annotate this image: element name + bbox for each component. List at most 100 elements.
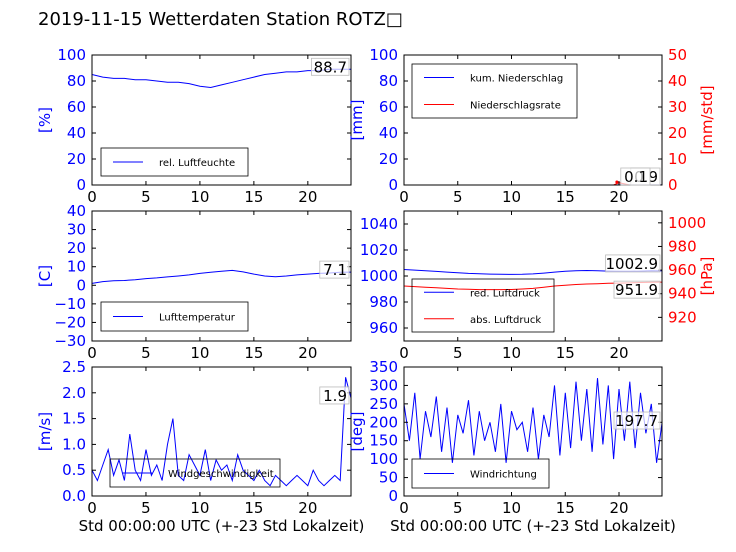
legend-box	[411, 458, 550, 489]
series-line-rel-luftfeuchte	[91, 68, 351, 89]
y2-tick-label: 40	[668, 72, 687, 90]
rain-rate-marker	[615, 180, 619, 184]
panel-top-left: 0 5 10 15 20 0 20 40 60 80 100 [%] rel. Luftfeuchte 8…	[36, 46, 352, 206]
last-value-label: 197.7	[615, 412, 658, 430]
x-tick-label: 10	[190, 499, 209, 517]
x-tick-label: 20	[609, 344, 628, 362]
last-value-label-box	[319, 386, 350, 405]
y-tick-label: 0	[388, 176, 398, 194]
y-tick-label: 250	[369, 395, 398, 413]
y-tick-label: 960	[369, 319, 398, 337]
y-tick-label: 40	[67, 202, 86, 220]
x-tick-label: 20	[298, 344, 317, 362]
x-axis-label: Std 00:00:00 UTC (+-23 Std Lokalzeit)	[79, 517, 365, 535]
plot-frame	[403, 366, 663, 497]
x-tick-label: 20	[298, 188, 317, 206]
y-tick-label: 100	[369, 450, 398, 468]
panel-top-right: 0 5 10 15 20 0 20 40 60 80 100 0 10 20 30 40 50 [mm/std] […	[348, 46, 716, 206]
legend-box	[100, 147, 249, 177]
legend-label: abs. Luftdruck	[470, 315, 541, 326]
last-value-label-primary-box	[620, 167, 651, 186]
y-tick-label: −10	[54, 295, 86, 313]
last-value-label-primary: 1002.9	[606, 255, 659, 273]
last-value-label-secondary: 951.9	[615, 281, 658, 299]
y-tick-label: 20	[379, 150, 398, 168]
y-tick-label: 80	[67, 72, 86, 90]
x-tick-label: 10	[502, 188, 521, 206]
x-tick-label: 15	[244, 344, 263, 362]
plot-frame	[91, 366, 352, 497]
x-tick-label: 15	[556, 499, 575, 517]
y2-tick-label: 940	[668, 285, 697, 303]
legend-label: Windgeschwindigkeit	[168, 469, 274, 480]
y-tick-label: 50	[379, 469, 398, 487]
y-tick-label: −30	[54, 332, 86, 350]
y-tick-label: 1.0	[62, 435, 86, 453]
y2-tick-label: 50	[668, 46, 687, 64]
x-tick-label: 5	[141, 188, 151, 206]
plot-frame	[91, 54, 352, 186]
x-tick-label: 20	[609, 188, 628, 206]
x-tick-label: 15	[244, 188, 263, 206]
last-value-label: 88.7	[314, 58, 347, 76]
y-tick-label: 1040	[360, 215, 398, 233]
y-axis-label: [mm]	[348, 100, 366, 141]
y2-tick-label: 980	[668, 237, 697, 255]
y-tick-label: 2.5	[62, 358, 86, 376]
y-tick-label: 60	[379, 98, 398, 116]
x-tick-label: 5	[141, 499, 151, 517]
panel-bottom-left: 0 5 10 15 20 0.0 0.5 1.0 1.5 2.0 2.5 [m/s] Std 00:00…	[36, 358, 364, 535]
last-value-label: 7.1	[323, 261, 347, 279]
last-value-label: 1.9	[323, 387, 347, 405]
y2-axis-label: [mm/std]	[698, 85, 716, 154]
y-tick-label: 300	[369, 376, 398, 394]
legend-box	[100, 301, 249, 332]
last-value-label-box	[319, 260, 350, 279]
y-tick-label: 1000	[360, 267, 398, 285]
x-tick-label: 10	[190, 188, 209, 206]
x-tick-label: 15	[556, 344, 575, 362]
y-tick-label: 150	[369, 432, 398, 450]
y-tick-label: 1.5	[62, 410, 86, 428]
y2-tick-label: 0	[668, 176, 678, 194]
x-tick-label: 5	[453, 499, 463, 517]
y2-tick-label: 20	[668, 124, 687, 142]
x-tick-label: 0	[87, 344, 97, 362]
y-tick-label: 20	[67, 239, 86, 257]
x-tick-label: 5	[453, 344, 463, 362]
plot-frame	[403, 54, 663, 186]
x-axis-label: Std 00:00:00 UTC (+-23 Std Lokalzeit)	[390, 517, 676, 535]
y-axis-label: [m/s]	[36, 412, 54, 451]
y2-tick-label: 10	[668, 150, 687, 168]
legend-box	[109, 458, 281, 488]
legend-box	[411, 278, 555, 333]
y-axis-label: [deg]	[348, 412, 366, 452]
x-tick-label: 5	[453, 188, 463, 206]
y-tick-label: 100	[369, 46, 398, 64]
y-tick-label: 350	[369, 358, 398, 376]
x-tick-label: 10	[190, 344, 209, 362]
y-tick-label: 40	[67, 124, 86, 142]
y-tick-label: 80	[379, 72, 398, 90]
legend-label: red. Luftdruck	[470, 288, 540, 299]
legend-label: rel. Luftfeuchte	[159, 158, 235, 169]
y2-tick-label: 30	[668, 98, 687, 116]
series-line-lufttemperatur	[91, 269, 352, 284]
panel-middle-left: 0 5 10 15 20−30−20−10010203040[C]Lufttempera…	[36, 202, 352, 362]
y-tick-label: 100	[57, 46, 86, 64]
y-tick-label: 0.0	[62, 487, 86, 505]
y-tick-label: 0	[76, 276, 86, 294]
y2-tick-label: 960	[668, 261, 697, 279]
y-tick-label: 30	[67, 221, 86, 239]
y2-tick-label: 920	[668, 308, 697, 326]
x-tick-label: 0	[87, 499, 97, 517]
x-tick-label: 5	[141, 344, 151, 362]
legend-label: Niederschlagsrate	[470, 101, 561, 112]
x-tick-label: 0	[399, 499, 409, 517]
x-tick-label: 15	[556, 188, 575, 206]
x-tick-label: 15	[244, 499, 263, 517]
y-tick-label: 0	[388, 487, 398, 505]
legend-label: kum. Niederschlag	[470, 74, 563, 85]
